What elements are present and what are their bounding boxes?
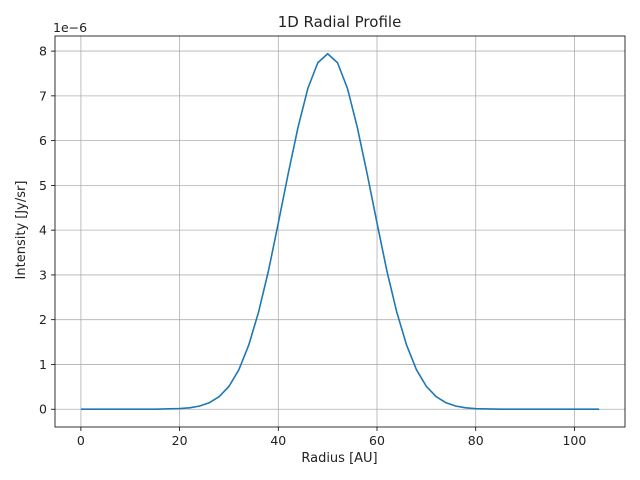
y-tick-label: 3 (39, 267, 47, 282)
x-tick-label: 80 (468, 433, 484, 448)
series (80, 52, 600, 411)
x-tick-label: 100 (562, 433, 586, 448)
series-line (80, 52, 600, 411)
y-offset-label: 1e−6 (53, 20, 87, 35)
x-tick-label: 0 (77, 433, 85, 448)
y-tick-label: 6 (39, 133, 47, 148)
y-tick-label: 5 (39, 178, 47, 193)
y-axis-ticks: 0 1 2 3 4 5 6 7 8 (39, 44, 55, 417)
axes-frame (54, 35, 626, 428)
y-tick-label: 8 (39, 44, 47, 59)
x-axis-ticks: 0 20 40 60 80 100 (77, 427, 586, 448)
chart-title: 1D Radial Profile (278, 13, 402, 31)
y-tick-label: 4 (39, 223, 47, 238)
y-tick-label: 7 (39, 88, 47, 103)
axes-border (54, 35, 626, 428)
y-axis-label: Intensity [Jy/sr] (14, 181, 29, 280)
x-tick-label: 20 (172, 433, 188, 448)
grid (55, 36, 625, 427)
y-tick-label: 2 (39, 312, 47, 327)
x-tick-label: 40 (270, 433, 286, 448)
x-tick-label: 60 (369, 433, 385, 448)
y-tick-label: 1 (39, 357, 47, 372)
x-axis-label: Radius [AU] (301, 451, 377, 466)
y-tick-label: 0 (39, 402, 47, 417)
